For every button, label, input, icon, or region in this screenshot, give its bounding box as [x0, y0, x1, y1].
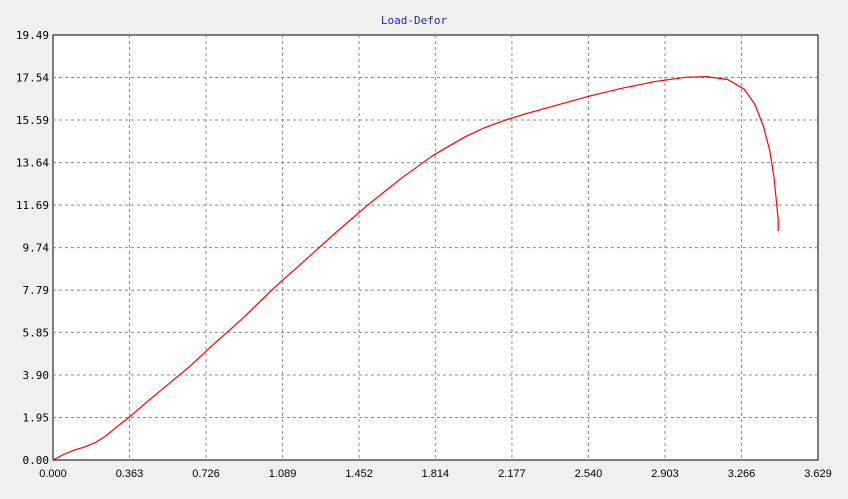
y-tick-label: 15.59	[16, 114, 49, 127]
x-tick-label: 0.363	[116, 468, 144, 480]
y-tick-label: 3.90	[23, 369, 50, 382]
grid	[53, 35, 818, 460]
series-line	[52, 75, 779, 461]
x-tick-label: 2.540	[575, 468, 603, 480]
x-tick-label: 2.177	[498, 468, 526, 480]
y-tick-label: 9.74	[23, 242, 50, 255]
chart-title: Load-Defor	[381, 14, 448, 27]
y-tick-label: 19.49	[16, 29, 49, 42]
y-tick-label: 11.69	[16, 199, 49, 212]
y-tick-label: 17.54	[16, 72, 49, 85]
y-tick-label: 13.64	[16, 157, 49, 170]
y-tick-label: 0.00	[23, 454, 50, 467]
x-tick-label: 3.266	[728, 468, 756, 480]
x-tick-label: 2.903	[651, 468, 679, 480]
x-tick-label: 0.000	[39, 468, 67, 480]
axis-ticks: 0.000 0.363 0.726 1.089 1.452 1.814 2.177 2.540…	[16, 29, 832, 480]
x-tick-label: 3.629	[804, 468, 832, 480]
x-tick-label: 1.089	[269, 468, 297, 480]
x-tick-label: 1.452	[345, 468, 373, 480]
y-tick-label: 7.79	[23, 284, 50, 297]
y-tick-label: 5.85	[23, 326, 50, 339]
x-tick-label: 1.814	[422, 468, 450, 480]
x-tick-label: 0.726	[192, 468, 220, 480]
y-tick-label: 1.95	[23, 411, 50, 424]
series-layer	[52, 75, 779, 461]
